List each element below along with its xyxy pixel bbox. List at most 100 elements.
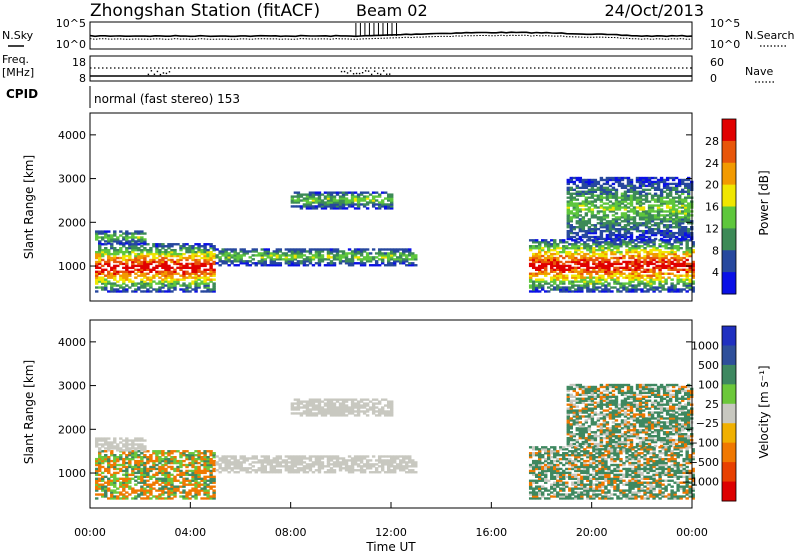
power-cell bbox=[119, 247, 123, 250]
power-cell bbox=[640, 264, 644, 268]
power-cell bbox=[602, 196, 607, 199]
power-cell bbox=[629, 198, 634, 201]
power-cell bbox=[122, 232, 126, 235]
velocity-cell bbox=[170, 450, 174, 453]
power-cell bbox=[649, 274, 653, 277]
power-cell bbox=[586, 243, 590, 246]
power-cell bbox=[281, 252, 286, 255]
power-cell bbox=[347, 252, 352, 255]
power-cell bbox=[688, 284, 692, 287]
power-cell bbox=[553, 243, 557, 246]
velocity-cell bbox=[200, 497, 204, 500]
power-cell bbox=[568, 280, 572, 283]
power-cell bbox=[671, 206, 676, 209]
power-cell bbox=[590, 196, 595, 199]
power-cell bbox=[314, 205, 319, 208]
power-cell bbox=[566, 220, 570, 223]
velocity-cell bbox=[131, 457, 135, 461]
velocity-cell bbox=[140, 475, 144, 479]
velocity-cell bbox=[170, 455, 174, 459]
power-cell bbox=[614, 200, 619, 203]
power-cell bbox=[182, 256, 186, 260]
power-cell bbox=[683, 196, 688, 199]
power-cell bbox=[653, 176, 658, 180]
power-cell bbox=[680, 204, 685, 207]
power-cell bbox=[575, 178, 580, 182]
power-cell bbox=[122, 280, 126, 283]
velocity-cell bbox=[155, 471, 159, 475]
power-cell bbox=[534, 288, 539, 291]
power-cell bbox=[107, 240, 111, 243]
power-cell bbox=[679, 262, 683, 266]
velocity-cell bbox=[371, 471, 376, 474]
velocity-cell bbox=[299, 469, 304, 472]
velocity-cell bbox=[386, 461, 391, 464]
velocity-cell bbox=[269, 463, 274, 466]
power-cell bbox=[653, 233, 658, 237]
power-cell bbox=[598, 245, 602, 248]
power-cell bbox=[104, 284, 108, 287]
velocity-cell bbox=[155, 457, 159, 461]
velocity-cell bbox=[155, 452, 159, 455]
power-cell bbox=[107, 274, 111, 277]
power-cell bbox=[275, 252, 280, 255]
power-cell bbox=[583, 260, 587, 264]
power-cell bbox=[631, 286, 635, 289]
power-cell bbox=[569, 200, 574, 203]
velocity-cell bbox=[338, 467, 343, 470]
power-cell bbox=[590, 192, 595, 195]
velocity-cell bbox=[149, 485, 153, 488]
velocity-cell bbox=[302, 455, 307, 458]
power-cell bbox=[341, 260, 346, 263]
power-cell bbox=[643, 268, 647, 272]
velocity-cell bbox=[107, 479, 111, 482]
velocity-cell bbox=[299, 412, 304, 415]
power-cell bbox=[167, 276, 171, 279]
power-cell bbox=[647, 200, 652, 203]
velocity-cell bbox=[320, 461, 325, 464]
velocity-cell bbox=[251, 455, 255, 458]
power-cell bbox=[173, 268, 177, 272]
power-cell bbox=[610, 274, 614, 277]
power-cell bbox=[550, 280, 554, 283]
power-cell bbox=[677, 210, 682, 213]
power-cell bbox=[683, 226, 688, 229]
power-cell bbox=[625, 290, 629, 293]
velocity-cell bbox=[125, 491, 129, 494]
power-cell bbox=[182, 290, 186, 293]
power-cell bbox=[266, 254, 270, 257]
power-cell bbox=[671, 218, 676, 221]
power-cell bbox=[158, 248, 162, 252]
power-cell bbox=[553, 274, 557, 277]
power-cell bbox=[149, 270, 153, 273]
velocity-cell bbox=[323, 408, 328, 411]
velocity-cell bbox=[528, 465, 533, 469]
power-cell bbox=[665, 226, 670, 229]
power-cell bbox=[629, 227, 634, 231]
power-cell bbox=[341, 201, 346, 204]
power-cell bbox=[595, 288, 599, 291]
power-cell bbox=[653, 204, 658, 207]
power-cell bbox=[197, 284, 201, 287]
power-cell bbox=[613, 274, 617, 277]
velocity-cell bbox=[302, 467, 307, 470]
velocity-cell bbox=[290, 408, 295, 411]
velocity-cell bbox=[185, 473, 189, 477]
velocity-cell bbox=[95, 487, 99, 490]
power-cell bbox=[362, 195, 367, 198]
power-cell bbox=[188, 276, 192, 279]
velocity-cell bbox=[332, 406, 337, 409]
power-cell bbox=[534, 278, 539, 281]
power-cell bbox=[575, 231, 580, 235]
velocity-cell bbox=[389, 457, 394, 460]
power-cell bbox=[644, 210, 649, 213]
velocity-cell bbox=[137, 495, 141, 498]
power-cell bbox=[682, 264, 686, 268]
velocity-cell bbox=[203, 457, 207, 461]
velocity-cell bbox=[293, 455, 298, 458]
power-cell bbox=[592, 248, 596, 252]
power-cell bbox=[308, 201, 313, 204]
velocity-cell bbox=[329, 471, 334, 474]
power-cell bbox=[128, 270, 132, 273]
velocity-cell bbox=[119, 481, 123, 484]
